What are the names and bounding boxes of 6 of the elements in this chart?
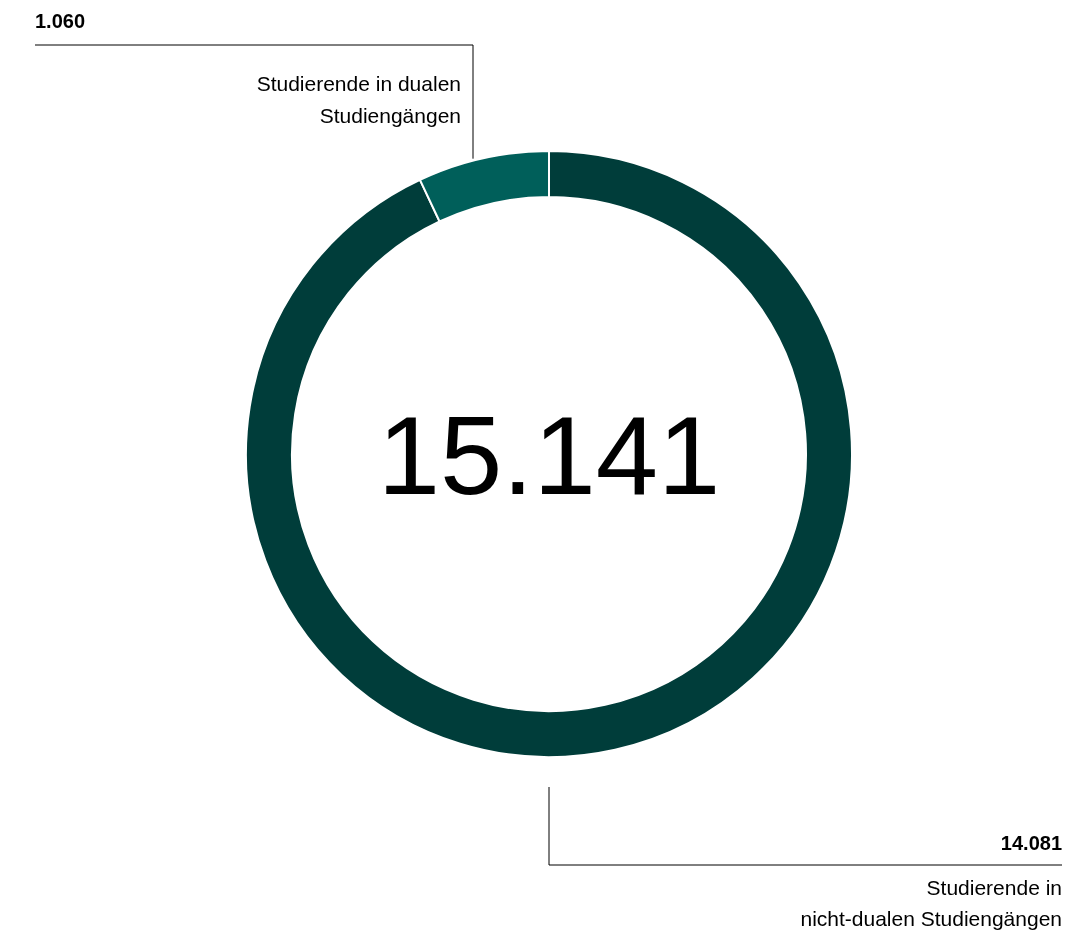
donut-slice — [245, 150, 853, 758]
slice-label: Studierende in dualen Studiengängen — [256, 72, 461, 127]
text: 15.141 — [377, 393, 721, 518]
slice-label: Studierende in nicht-dualen Studiengängen — [800, 876, 1062, 930]
data-label: 14.081 — [1000, 832, 1062, 854]
data-label: 1.060 — [35, 10, 86, 32]
